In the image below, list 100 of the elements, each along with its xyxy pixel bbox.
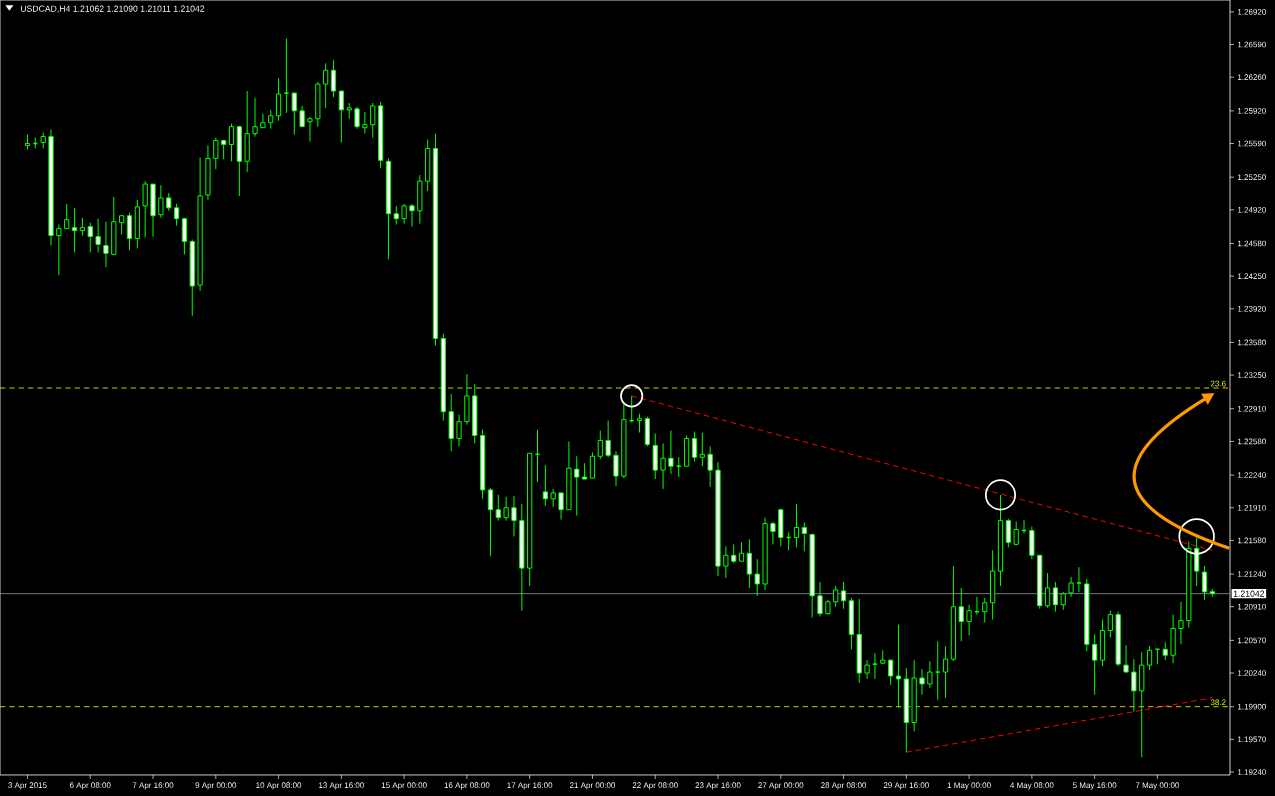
y-tick-label: 1.25920 — [1237, 108, 1266, 114]
candlestick — [330, 59, 337, 98]
candlestick — [675, 456, 682, 478]
candlestick — [1107, 610, 1113, 638]
y-tick-label: 1.19240 — [1237, 769, 1266, 775]
x-tick-label: 9 Apr 00:00 — [195, 782, 237, 790]
candlestick — [181, 217, 188, 255]
candlestick — [942, 645, 949, 699]
candlestick — [958, 587, 964, 642]
y-tick-label: 1.26260 — [1237, 74, 1266, 81]
candlestick — [534, 429, 541, 483]
candlestick — [503, 496, 509, 522]
candlestick — [1044, 572, 1051, 609]
candlestick — [872, 652, 878, 680]
y-tick-label: 1.24920 — [1237, 206, 1266, 213]
candlestick — [934, 640, 941, 701]
candlestick — [1076, 566, 1082, 593]
candlestick — [260, 113, 266, 129]
candlestick — [103, 221, 109, 268]
candlestick — [1131, 658, 1137, 713]
annotation: 23.6 — [1210, 380, 1226, 387]
x-tick-label: 17 Apr 16:00 — [507, 782, 553, 790]
x-tick-label: 29 Apr 16:00 — [883, 782, 929, 790]
candlestick — [1068, 576, 1074, 598]
x-tick-label: 21 Apr 00:00 — [569, 782, 616, 790]
x-tick-label: 28 Apr 08:00 — [821, 782, 867, 790]
candlestick — [605, 420, 611, 458]
candlestick — [723, 545, 729, 579]
candlestick — [56, 224, 62, 276]
candlestick — [770, 521, 776, 545]
candlestick — [1052, 581, 1059, 613]
candlestick — [982, 597, 988, 624]
candlestick — [895, 624, 902, 709]
annotation: 38.2 — [1210, 699, 1226, 706]
candlestick — [275, 77, 282, 122]
candlestick — [597, 430, 603, 460]
y-tick-label: 1.20570 — [1237, 637, 1266, 644]
candlestick — [731, 543, 737, 564]
candlestick — [840, 581, 847, 610]
candlestick — [927, 660, 933, 689]
candlestick — [574, 455, 580, 517]
candlestick — [691, 431, 698, 462]
y-tick-label: 1.26590 — [1237, 41, 1266, 48]
y-tick-label: 1.25250 — [1237, 174, 1266, 180]
x-tick-label: 13 Apr 16:00 — [319, 782, 364, 790]
ref-line-label: 1.21042 — [1233, 590, 1265, 597]
candlestick — [511, 495, 517, 537]
candlestick — [660, 442, 666, 490]
candlestick — [966, 604, 972, 636]
y-tick-label: 1.21240 — [1237, 571, 1266, 577]
candlestick — [707, 445, 713, 488]
candlestick — [173, 203, 180, 227]
candlestick — [754, 558, 760, 597]
candlestick — [354, 106, 360, 130]
candlestick — [228, 123, 235, 162]
candlestick — [393, 205, 399, 226]
candlestick — [338, 90, 344, 144]
x-tick-label: 10 Apr 08:00 — [256, 782, 302, 790]
x-tick-label: 6 Apr 08:00 — [69, 782, 111, 790]
y-tick-label: 1.21910 — [1237, 504, 1266, 511]
candlestick — [370, 102, 376, 139]
candlestick — [1123, 644, 1129, 673]
y-tick-label: 1.20910 — [1237, 603, 1266, 610]
candlestick — [268, 109, 274, 130]
candlestick — [456, 414, 462, 447]
candlestick — [87, 222, 93, 253]
text: USDCAD,H4 1.21062 1.21090 1.21011 1.21042 — [20, 5, 205, 13]
candlestick — [323, 62, 329, 109]
candlestick — [71, 207, 78, 253]
candlestick — [1092, 633, 1098, 696]
y-tick-label: 1.22910 — [1237, 405, 1266, 412]
candlestick — [64, 203, 70, 230]
y-tick-label: 1.21580 — [1237, 537, 1266, 544]
candlestick — [1005, 518, 1011, 548]
candlestick — [738, 541, 745, 562]
candlestick — [126, 212, 133, 251]
x-tick-label: 7 Apr 16:00 — [132, 782, 174, 790]
y-tick-label: 1.19900 — [1237, 703, 1266, 710]
candlestick — [1146, 645, 1153, 671]
candlestick — [746, 538, 752, 589]
candlestick — [252, 97, 258, 138]
y-tick-label: 1.22580 — [1237, 438, 1266, 445]
x-tick-label: 23 Apr 16:00 — [695, 782, 741, 790]
candlestick — [817, 581, 823, 618]
candlestick — [668, 430, 674, 475]
candlestick — [95, 218, 101, 253]
candlestick — [487, 487, 494, 557]
candlestick — [613, 450, 619, 487]
candlestick — [699, 432, 705, 467]
y-tick-label: 1.19570 — [1237, 736, 1266, 743]
candlestick — [213, 137, 219, 170]
y-tick-label: 1.26920 — [1237, 9, 1266, 15]
x-tick-label: 16 Apr 08:00 — [444, 782, 490, 790]
candlestick — [919, 668, 925, 696]
x-tick-label: 1 May 00:00 — [947, 782, 991, 790]
candlestick — [833, 585, 839, 608]
candlestick — [142, 180, 148, 239]
x-tick-label: 3 Apr 2015 — [8, 782, 47, 790]
candlestick — [589, 451, 596, 479]
candlestick — [1201, 565, 1208, 601]
